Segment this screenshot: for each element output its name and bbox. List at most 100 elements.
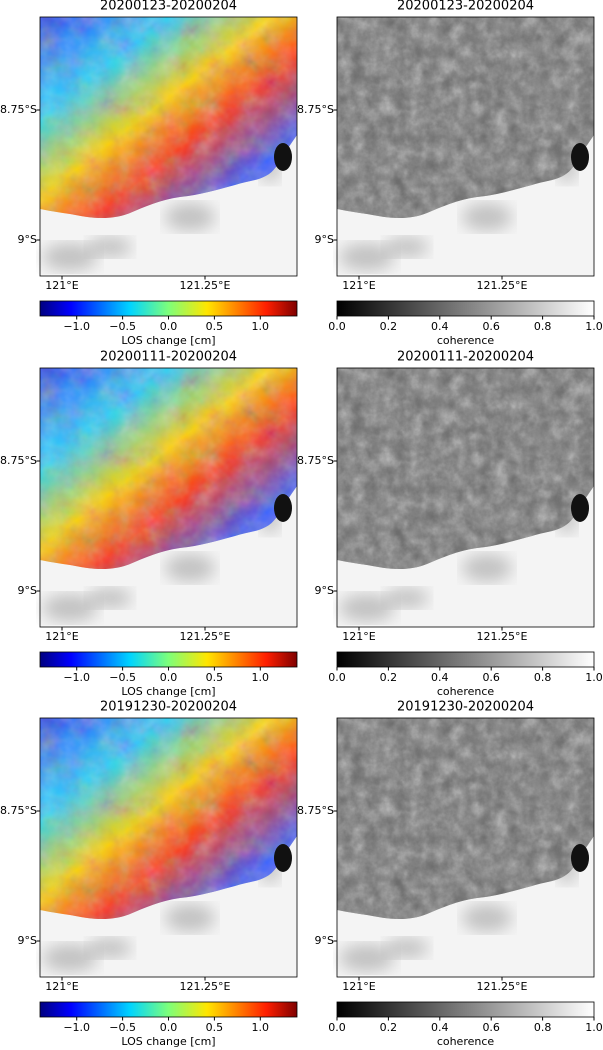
x-tick-label: 121.25°E xyxy=(477,630,528,643)
sea-shade xyxy=(165,203,215,231)
colorbar-tick-label: 0.4 xyxy=(431,671,449,684)
colorbar-tick-label: 0.2 xyxy=(380,1021,398,1034)
map xyxy=(40,718,297,977)
x-tick-label: 121.25°E xyxy=(180,980,231,993)
land-texture xyxy=(337,17,594,219)
panel: 20191230-20200204 8.75°S 9°S 121°E 121.25°E −… xyxy=(0,700,298,1048)
x-tick-label: 121°E xyxy=(342,279,375,292)
dark-patch xyxy=(571,494,589,522)
sea-shade xyxy=(339,594,395,622)
map-frame xyxy=(39,16,298,277)
colorbar-tick-label: 0.4 xyxy=(431,1021,449,1034)
colorbar-tick-label: 1.0 xyxy=(252,671,269,684)
colorbar-tick-label: 1.0 xyxy=(252,1021,269,1034)
colorbar-tick-label: 0.6 xyxy=(482,671,500,684)
colorbar xyxy=(336,1001,595,1018)
colorbar xyxy=(39,300,298,317)
sea-shade xyxy=(88,588,132,608)
map xyxy=(40,368,297,627)
x-tick-label: 121.25°E xyxy=(477,980,528,993)
colorbar-label: LOS change [cm] xyxy=(121,685,215,698)
colorbar-tick-label: 1.0 xyxy=(252,320,269,333)
sea-shade xyxy=(385,237,429,257)
y-tick-label: 8.75°S xyxy=(0,804,37,817)
colorbar-tick-label: 0.0 xyxy=(160,671,178,684)
sea-shade xyxy=(42,944,98,972)
colorbar-label: coherence xyxy=(437,685,495,698)
x-tick-label: 121°E xyxy=(45,980,78,993)
x-tick-label: 121°E xyxy=(45,630,78,643)
y-tick-label: 8.75°S xyxy=(297,103,334,116)
sea-shade xyxy=(385,588,429,608)
land-texture xyxy=(337,718,594,920)
colorbar-tick-label: 0.6 xyxy=(482,1021,500,1034)
sea-shade xyxy=(385,938,429,958)
panel-title: 20191230-20200204 xyxy=(100,700,237,715)
colorbar-tick-label: 0.5 xyxy=(206,320,224,333)
y-tick-label: 8.75°S xyxy=(0,454,37,467)
colorbar xyxy=(336,651,595,668)
colorbar-tick-label: 0.0 xyxy=(160,1021,178,1034)
panel-title: 20200111-20200204 xyxy=(100,350,237,365)
y-tick-label: 8.75°S xyxy=(0,103,37,116)
colorbar-label: LOS change [cm] xyxy=(121,1035,215,1048)
dark-patch xyxy=(571,143,589,171)
dark-patch xyxy=(274,844,292,872)
map xyxy=(337,718,594,977)
y-tick-label: 8.75°S xyxy=(297,454,334,467)
sea-shade xyxy=(165,904,215,932)
y-tick-label: 9°S xyxy=(315,233,334,246)
sea-shade xyxy=(165,554,215,582)
sea-shade xyxy=(339,944,395,972)
land-texture xyxy=(337,368,594,570)
colorbar-tick-label: −0.5 xyxy=(109,671,136,684)
panel-title: 20200123-20200204 xyxy=(397,0,534,14)
colorbar-tick-label: 0.2 xyxy=(380,320,398,333)
map-frame xyxy=(39,367,298,628)
map xyxy=(337,17,594,276)
map xyxy=(337,368,594,627)
colorbar-tick-label: 0.5 xyxy=(206,671,224,684)
colorbar-label: coherence xyxy=(437,334,495,347)
land-texture xyxy=(40,17,297,219)
y-tick-label: 9°S xyxy=(18,584,37,597)
colorbar-tick-label: 0.8 xyxy=(534,671,552,684)
colorbar-tick-label: 0.0 xyxy=(160,320,178,333)
land-texture xyxy=(40,718,297,920)
colorbar-tick-label: −0.5 xyxy=(109,320,136,333)
colorbar xyxy=(39,651,298,668)
colorbar-label: LOS change [cm] xyxy=(121,334,215,347)
colorbar-tick-label: −1.0 xyxy=(63,320,90,333)
sea-shade xyxy=(339,243,395,271)
colorbar-tick-label: 0.6 xyxy=(482,320,500,333)
dark-patch xyxy=(274,143,292,171)
colorbar xyxy=(39,1001,298,1018)
sea-shade xyxy=(42,243,98,271)
land-texture xyxy=(40,368,297,570)
y-tick-label: 9°S xyxy=(18,233,37,246)
x-tick-label: 121°E xyxy=(342,980,375,993)
sea-shade xyxy=(88,237,132,257)
colorbar-tick-label: −1.0 xyxy=(63,671,90,684)
colorbar-tick-label: 0.0 xyxy=(328,671,346,684)
panel: 20200111-20200204 8.75°S 9°S 121°E 121.25°E −… xyxy=(0,350,298,698)
x-tick-label: 121.25°E xyxy=(180,630,231,643)
map xyxy=(40,17,297,276)
map-frame xyxy=(39,717,298,978)
map-frame xyxy=(336,16,595,277)
dark-patch xyxy=(571,844,589,872)
x-tick-label: 121°E xyxy=(342,630,375,643)
panel-title: 20200111-20200204 xyxy=(397,350,534,365)
colorbar-tick-label: 0.8 xyxy=(534,320,552,333)
sea-shade xyxy=(462,904,512,932)
y-tick-label: 8.75°S xyxy=(297,804,334,817)
map-frame xyxy=(336,367,595,628)
sea-shade xyxy=(42,594,98,622)
colorbar-tick-label: 1.0 xyxy=(585,671,603,684)
map-frame xyxy=(336,717,595,978)
colorbar-tick-label: 0.8 xyxy=(534,1021,552,1034)
colorbar-tick-label: 0.5 xyxy=(206,1021,224,1034)
